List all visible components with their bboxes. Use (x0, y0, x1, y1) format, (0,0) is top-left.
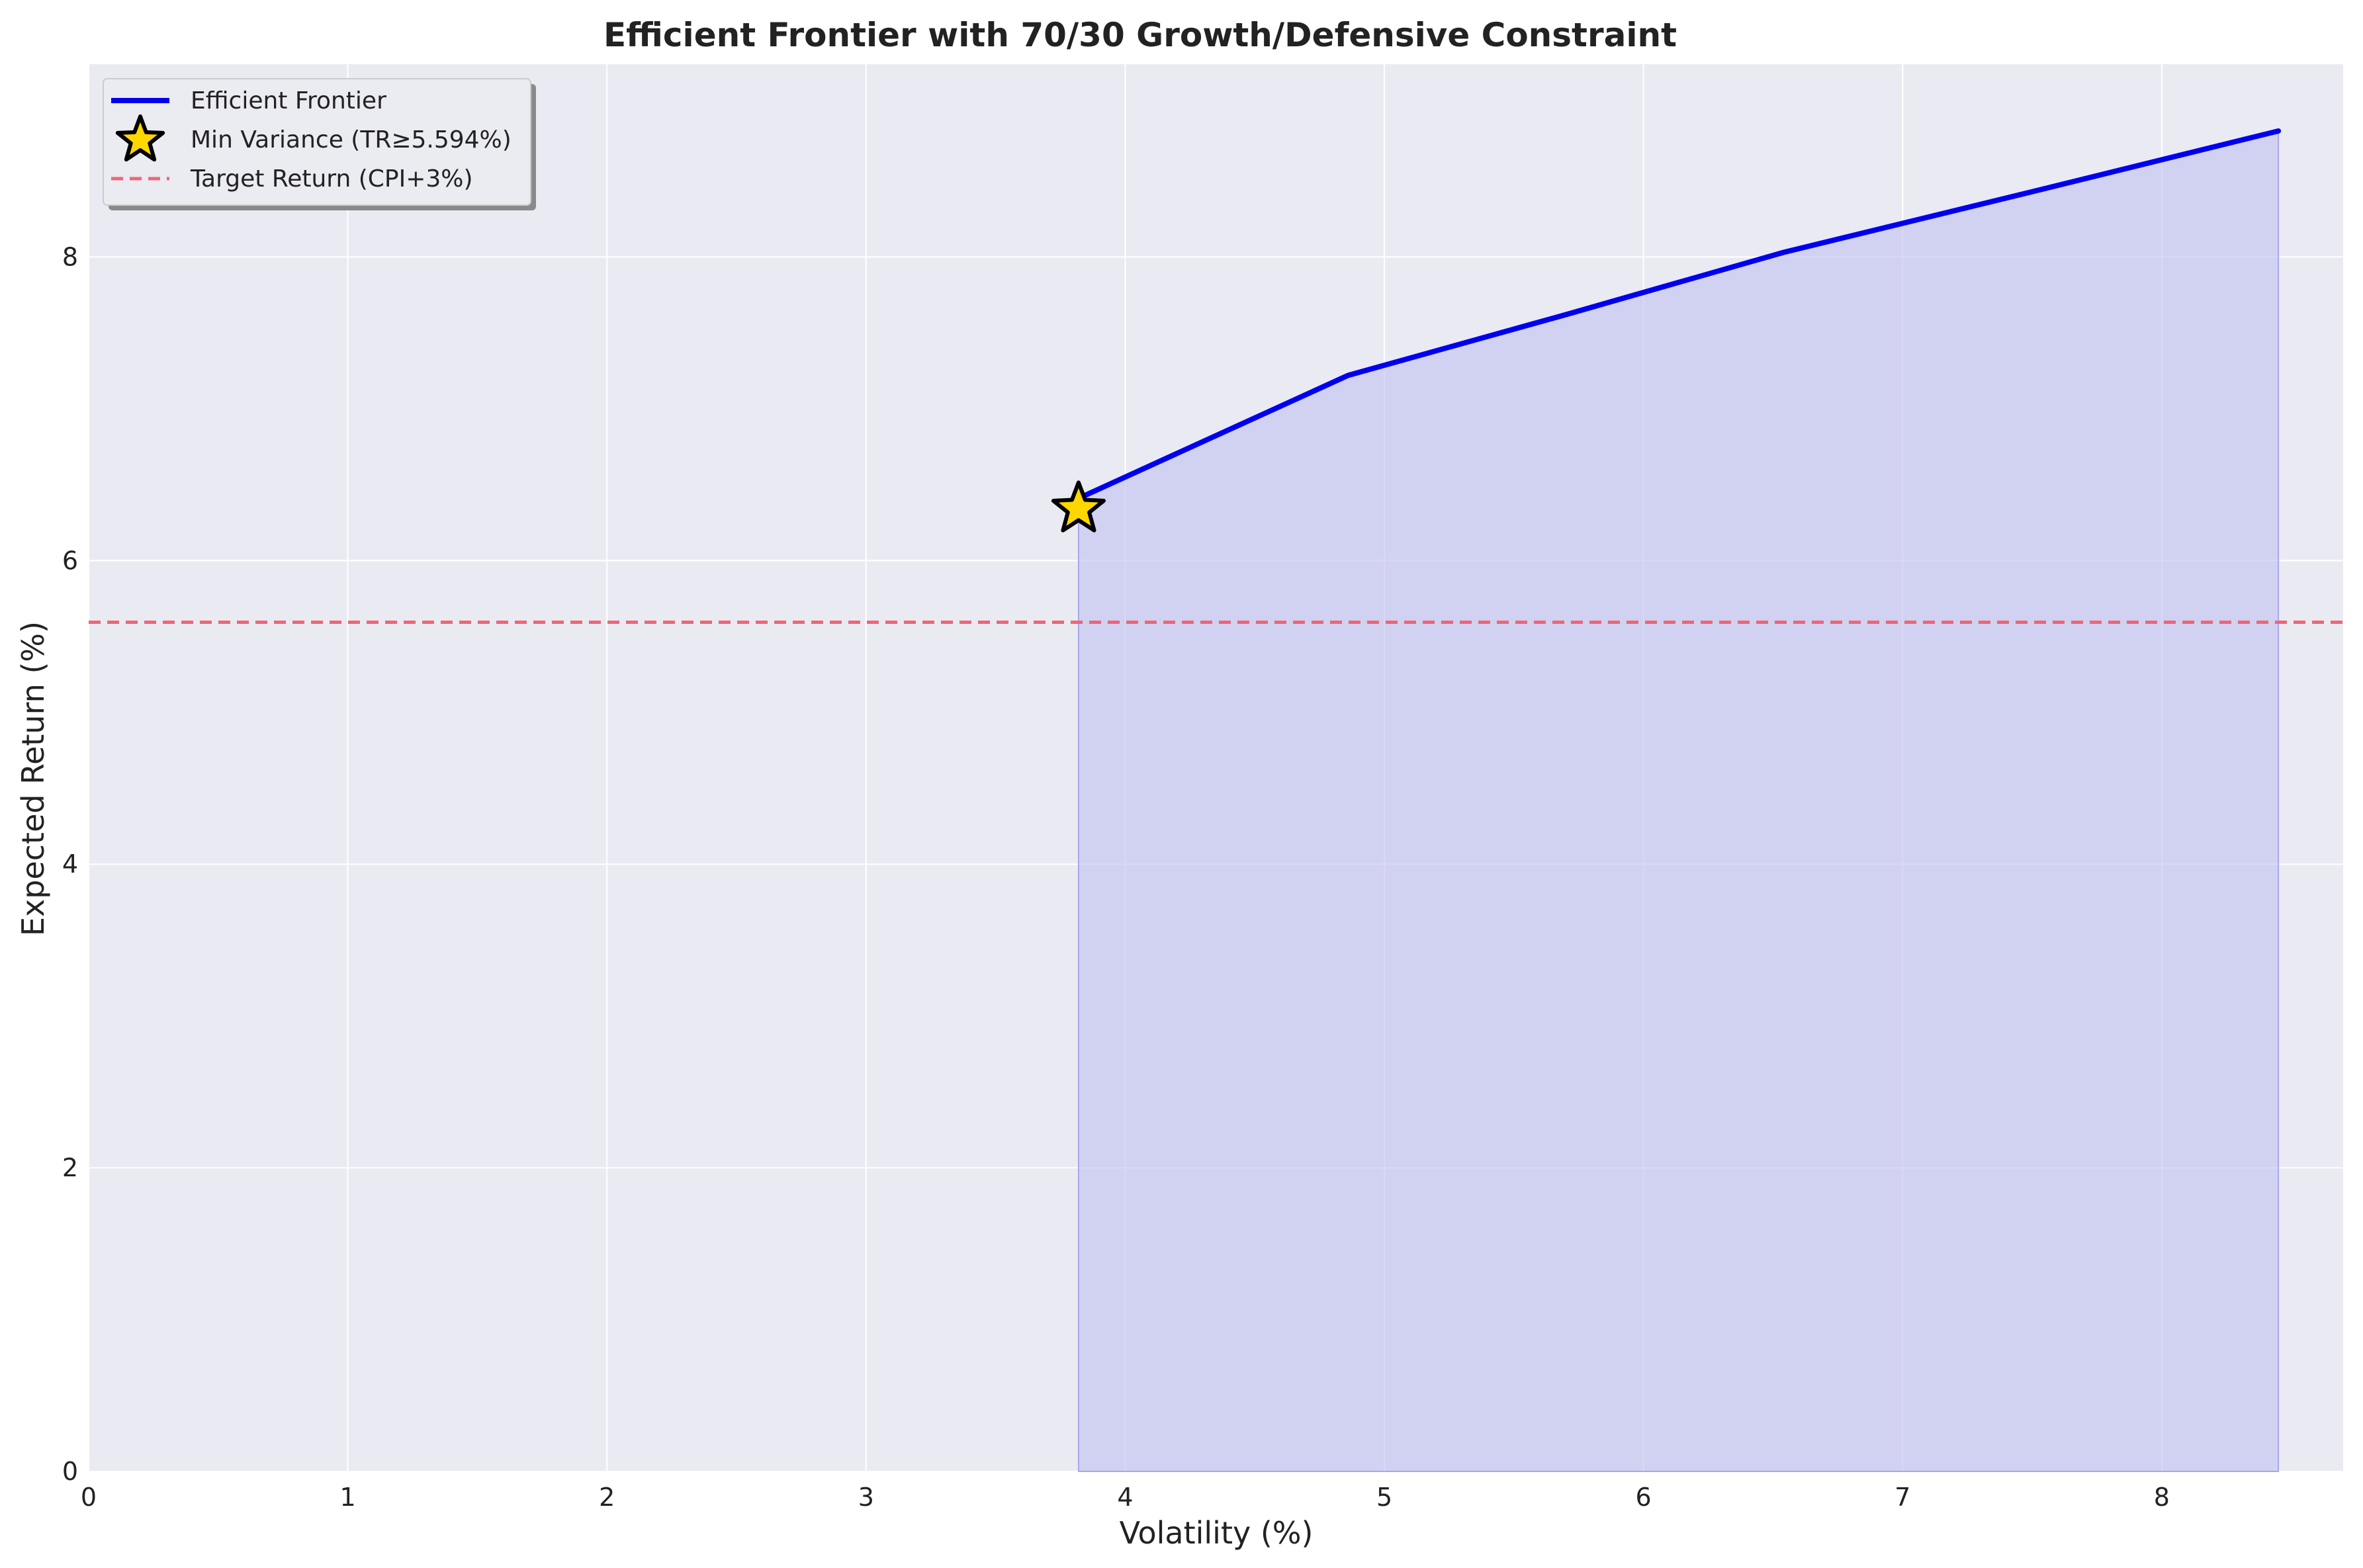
legend-box (103, 78, 531, 206)
x-axis-ticks: 0 1 2 3 4 5 6 7 8 (81, 1483, 2170, 1512)
y-axis-ticks: 0 2 4 6 8 (62, 242, 78, 1486)
y-tick-label: 0 (62, 1457, 78, 1486)
y-tick-label: 6 (62, 546, 78, 575)
y-tick-label: 8 (62, 242, 78, 271)
x-tick-label: 8 (2154, 1483, 2170, 1512)
min-variance-star-marker (1051, 480, 1106, 533)
y-axis-label: Expected Return (%) (15, 621, 51, 936)
legend-star-swatch (115, 114, 165, 162)
y-tick-label: 4 (62, 849, 78, 879)
x-tick-label: 1 (340, 1483, 356, 1512)
x-axis-label: Volatility (%) (1120, 1515, 1314, 1551)
legend-frontier-label: Efficient Frontier (191, 87, 386, 114)
x-tick-label: 7 (1895, 1483, 1910, 1512)
x-tick-label: 5 (1376, 1483, 1392, 1512)
y-tick-label: 2 (62, 1153, 78, 1182)
efficient-frontier-line (1075, 128, 2282, 501)
legend-target-label: Target Return (CPI+3%) (190, 165, 473, 193)
x-tick-label: 2 (599, 1483, 615, 1512)
x-tick-label: 0 (81, 1483, 97, 1512)
legend: Efficient Frontier Min Variance (TR≥5.59… (103, 78, 536, 210)
x-tick-label: 6 (1636, 1483, 1652, 1512)
chart-title: Efficient Frontier with 70/30 Growth/Def… (603, 16, 1677, 54)
x-tick-label: 4 (1117, 1483, 1133, 1512)
x-tick-label: 3 (858, 1483, 874, 1512)
legend-minvar-label: Min Variance (TR≥5.594%) (191, 126, 512, 153)
